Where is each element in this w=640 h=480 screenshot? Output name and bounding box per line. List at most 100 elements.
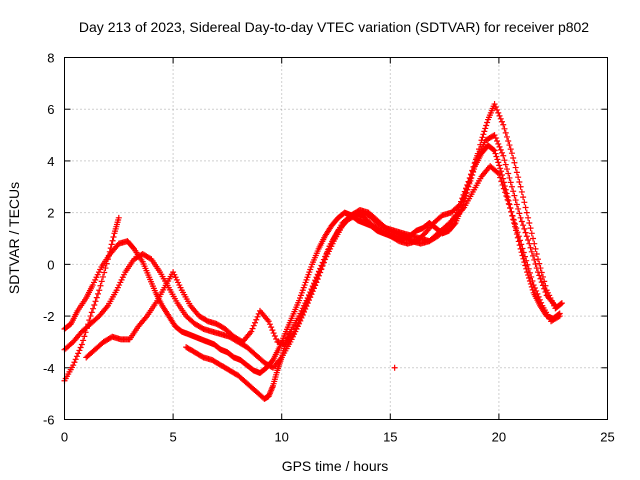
data-point — [536, 296, 543, 303]
data-point — [254, 313, 261, 320]
data-point — [468, 171, 475, 178]
x-tick-label: 10 — [274, 430, 288, 445]
data-point — [533, 287, 540, 294]
data-point — [531, 284, 538, 291]
data-point — [525, 265, 532, 272]
y-tick-label: -4 — [43, 361, 55, 376]
data-point — [265, 318, 272, 325]
data-point — [502, 161, 509, 168]
data-point — [268, 324, 275, 331]
data-point — [503, 133, 510, 140]
data-point — [472, 159, 479, 166]
data-point — [516, 210, 523, 217]
data-point — [101, 269, 108, 276]
data-point — [502, 129, 509, 136]
x-tick-label: 25 — [600, 430, 614, 445]
data-point — [521, 253, 528, 260]
data-point — [523, 233, 530, 240]
data-point — [508, 150, 515, 157]
data-point — [505, 137, 512, 144]
data-point — [526, 269, 533, 276]
y-axis-label: SDTVAR / TECUs — [6, 182, 22, 294]
data-point — [503, 193, 510, 200]
data-point — [533, 251, 540, 258]
data-point — [517, 183, 524, 190]
y-tick-label: 0 — [47, 257, 54, 272]
data-point — [250, 322, 257, 329]
data-point — [492, 135, 499, 142]
data-point — [477, 141, 484, 148]
data-point — [270, 330, 277, 337]
data-point — [532, 245, 539, 252]
data-point — [541, 278, 548, 285]
data-point — [98, 278, 105, 285]
data-point — [530, 252, 537, 259]
data-point — [536, 260, 543, 267]
data-point — [318, 262, 325, 269]
data-point — [513, 201, 520, 208]
data-point — [525, 236, 532, 243]
data-point — [491, 132, 498, 139]
data-point — [497, 174, 504, 181]
data-point — [315, 268, 322, 275]
data-point — [527, 225, 534, 232]
y-tick-label: 4 — [47, 154, 54, 169]
data-point — [271, 333, 278, 340]
data-point — [512, 197, 519, 204]
data-point — [507, 179, 514, 186]
data-point — [463, 186, 470, 193]
data-point — [320, 256, 327, 263]
data-point — [498, 178, 505, 185]
data-point — [467, 175, 474, 182]
data-point — [87, 313, 94, 320]
data-point — [319, 259, 326, 266]
data-point — [306, 292, 313, 299]
data-point — [497, 165, 504, 172]
data-point — [502, 189, 509, 196]
data-point — [476, 146, 483, 153]
series-track-e — [183, 101, 565, 402]
data-point — [496, 143, 503, 150]
data-point — [538, 299, 545, 306]
data-point — [92, 298, 99, 305]
data-point — [512, 221, 519, 228]
y-tick-label: 6 — [47, 102, 54, 117]
data-point — [522, 204, 529, 211]
data-point — [526, 219, 533, 226]
data-point — [558, 300, 565, 307]
data-point — [96, 287, 103, 294]
data-point — [70, 362, 77, 369]
data-point — [497, 115, 504, 122]
data-point — [534, 256, 541, 263]
data-point — [500, 185, 507, 192]
data-point — [556, 313, 563, 320]
series-outlier — [391, 364, 398, 371]
data-point — [504, 196, 511, 203]
data-point — [307, 289, 314, 296]
data-point — [510, 216, 517, 223]
data-point — [494, 169, 501, 176]
data-point — [518, 218, 525, 225]
chart-title: Day 213 of 2023, Sidereal Day-to-day VTE… — [79, 19, 589, 35]
data-point — [515, 205, 522, 212]
data-point — [80, 337, 87, 344]
data-point — [508, 183, 515, 190]
data-point — [461, 194, 468, 201]
data-point — [527, 244, 534, 251]
data-point — [505, 170, 512, 177]
data-point — [523, 257, 530, 264]
data-point — [513, 169, 520, 176]
data-point — [496, 112, 503, 119]
data-point — [517, 214, 524, 221]
y-tick-label: -6 — [43, 413, 55, 428]
data-point — [499, 149, 506, 156]
data-point — [524, 269, 531, 276]
data-point — [521, 199, 528, 206]
data-point — [495, 109, 502, 116]
data-point — [524, 261, 531, 268]
data-point — [522, 229, 529, 236]
data-point — [491, 147, 498, 154]
data-point — [109, 237, 116, 244]
data-point — [557, 300, 564, 307]
